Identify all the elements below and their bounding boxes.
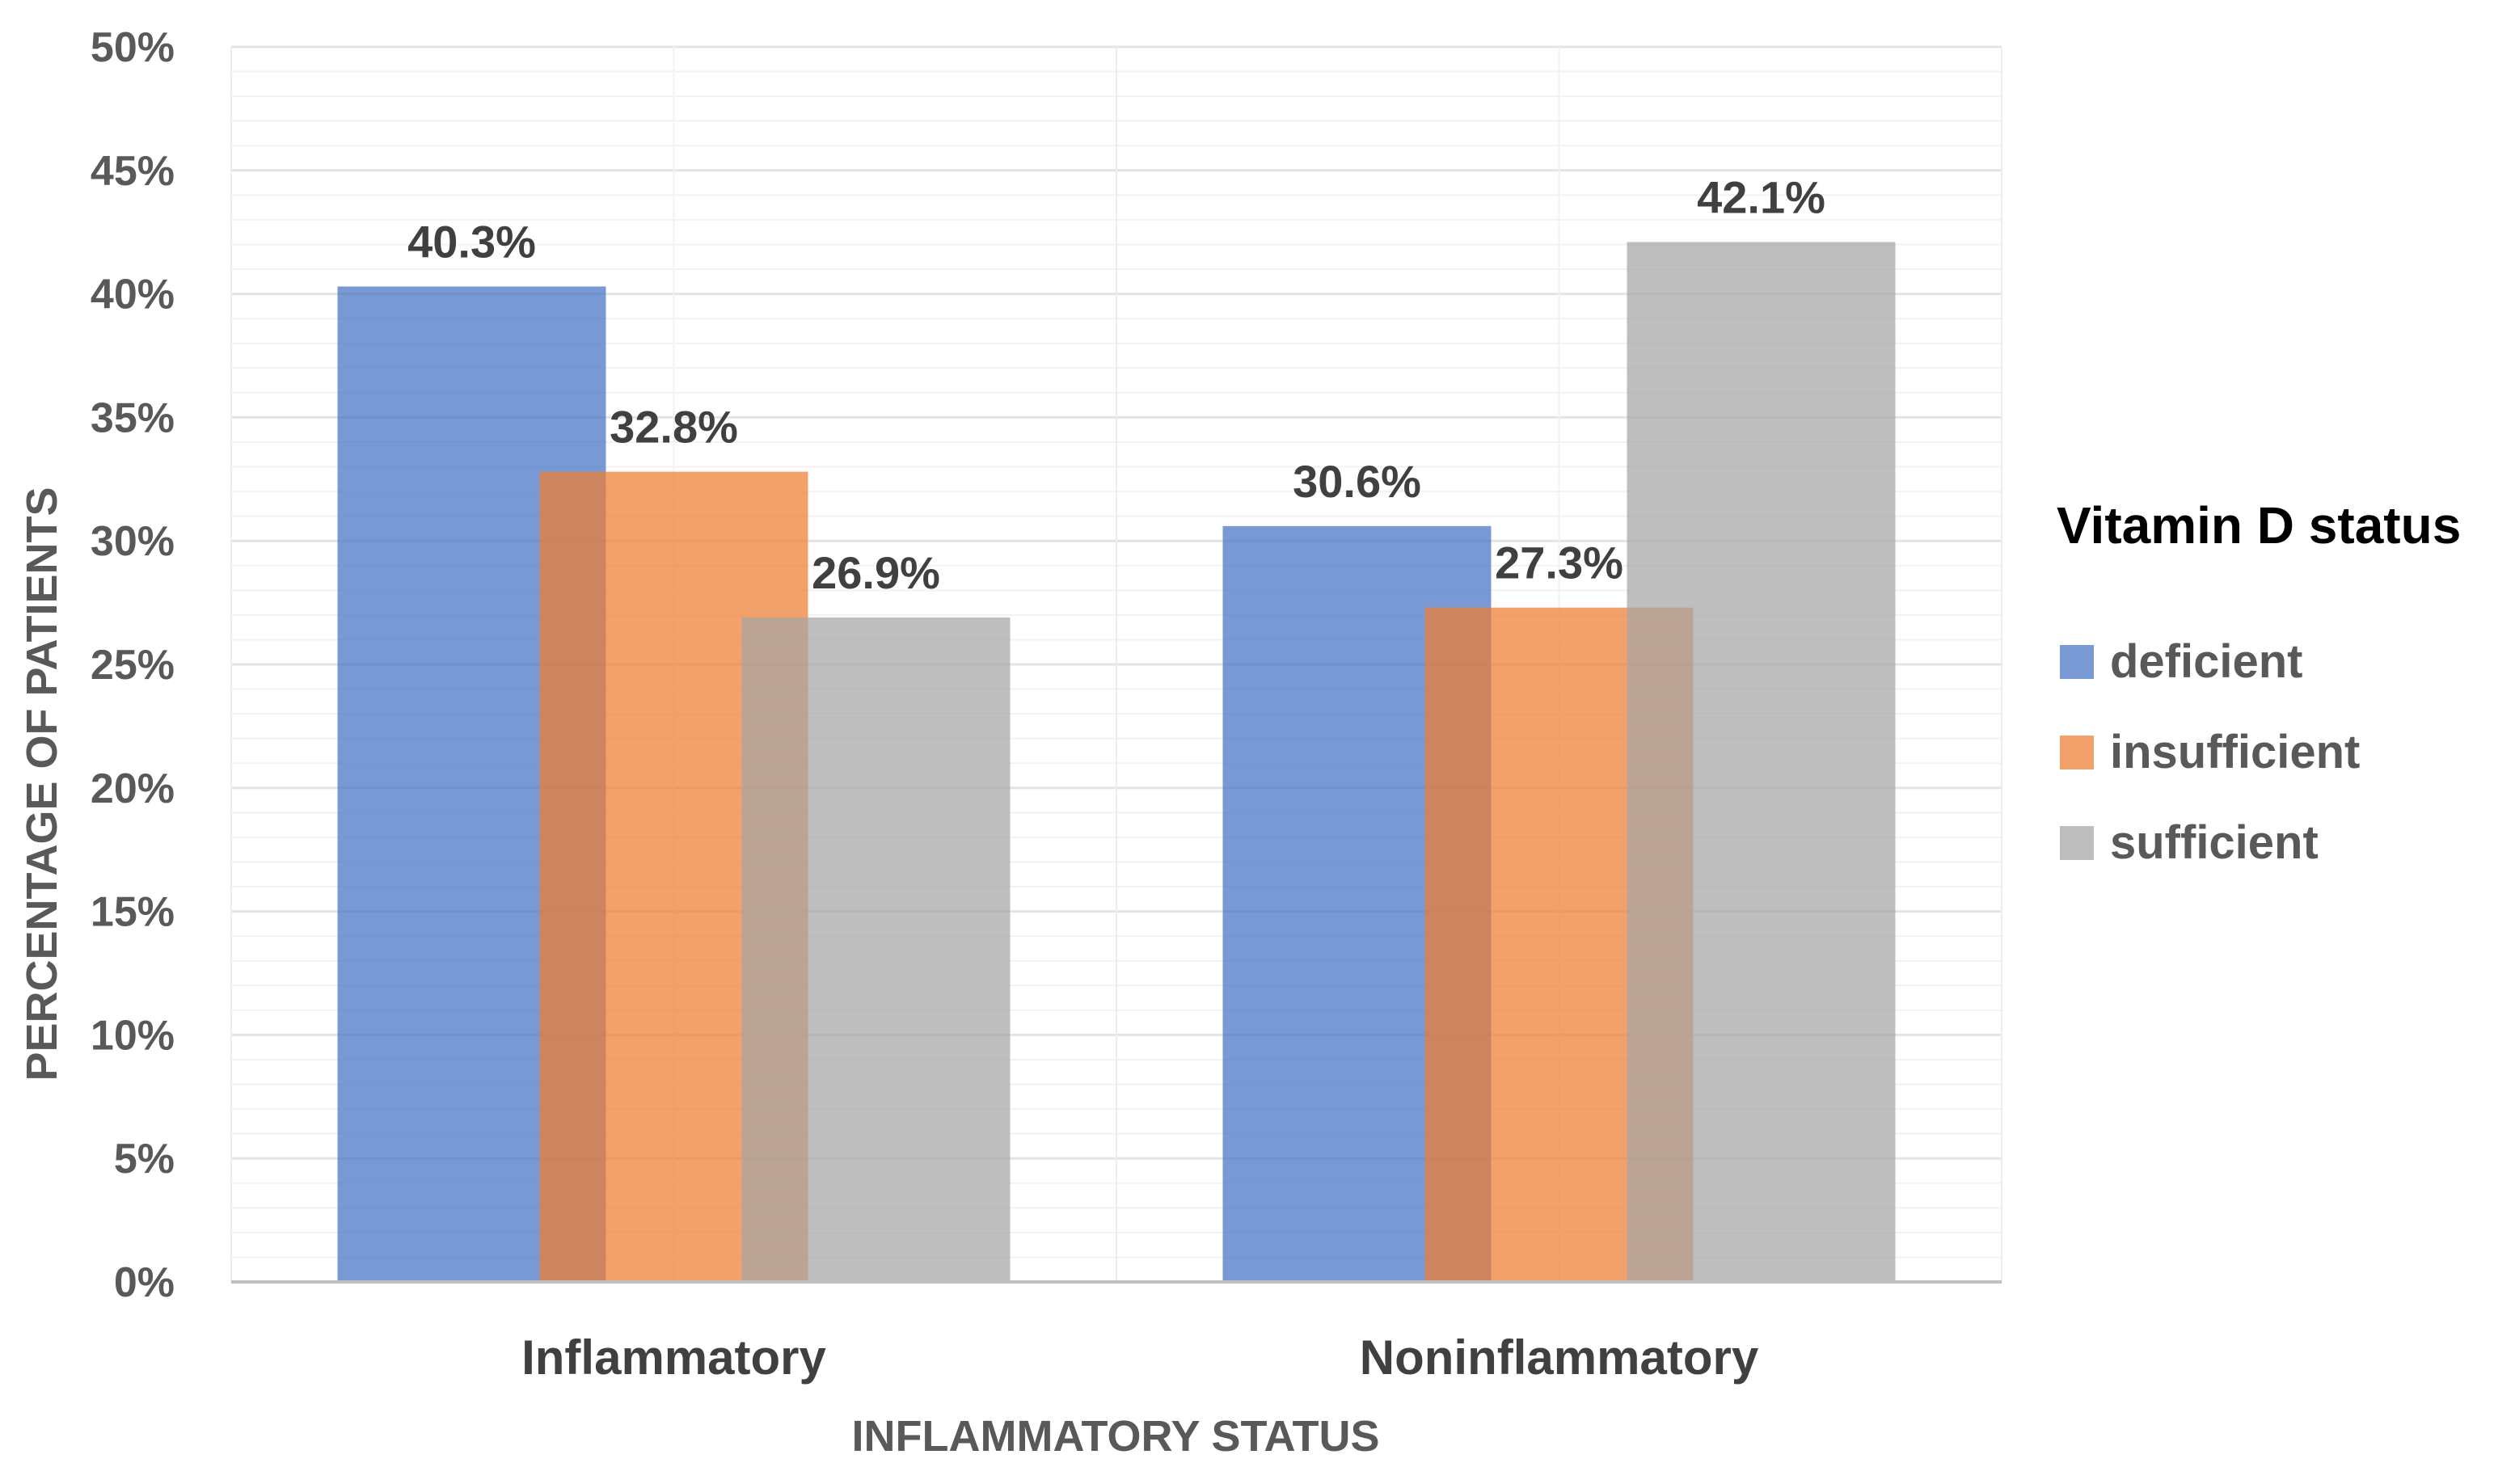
- y-tick-label: 45%: [91, 148, 175, 195]
- legend-swatch-sufficient: [2060, 826, 2094, 860]
- y-axis-title: PERCENTAGE OF PATIENTS: [18, 487, 66, 1081]
- y-tick-label: 10%: [91, 1012, 175, 1059]
- legend-label-sufficient: sufficient: [2110, 816, 2319, 869]
- x-axis-title: INFLAMMATORY STATUS: [852, 1412, 1380, 1461]
- legend-swatch-insufficient: [2060, 736, 2094, 769]
- legend: Vitamin D status deficient insufficient su…: [2057, 496, 2461, 869]
- bar-sufficient-inflammatory: [741, 617, 1011, 1282]
- data-label-sufficient-noninflammatory: 42.1%: [1697, 171, 1825, 222]
- y-tick-label: 25%: [91, 642, 175, 689]
- data-label-deficient-inflammatory: 40.3%: [407, 216, 536, 267]
- y-tick-label: 40%: [91, 272, 175, 318]
- y-tick-label: 30%: [91, 518, 175, 565]
- y-tick-label: 35%: [91, 394, 175, 441]
- data-label-sufficient-inflammatory: 26.9%: [812, 547, 940, 598]
- y-axis-ticks: 0% 5% 10% 15% 20% 25% 30% 35% 40% 45% 50%: [91, 24, 175, 1306]
- data-label-insufficient-inflammatory: 32.8%: [610, 402, 738, 453]
- x-axis-categories: Inflammatory Noninflammatory: [521, 1330, 1759, 1385]
- legend-label-insufficient: insufficient: [2110, 726, 2360, 778]
- data-label-deficient-noninflammatory: 30.6%: [1293, 456, 1421, 507]
- y-tick-label: 15%: [91, 889, 175, 936]
- legend-title: Vitamin D status: [2057, 496, 2461, 554]
- x-category-label: Noninflammatory: [1360, 1330, 1759, 1385]
- x-category-label: Inflammatory: [521, 1330, 826, 1385]
- data-label-insufficient-noninflammatory: 27.3%: [1495, 538, 1623, 588]
- bar-sufficient-noninflammatory: [1627, 242, 1896, 1282]
- y-tick-label: 20%: [91, 765, 175, 812]
- data-labels: 40.3% 32.8% 26.9% 30.6% 27.3% 42.1%: [407, 171, 1825, 598]
- y-tick-label: 5%: [114, 1136, 175, 1183]
- legend-swatch-deficient: [2060, 645, 2094, 679]
- legend-label-deficient: deficient: [2110, 635, 2303, 688]
- y-tick-label: 50%: [91, 24, 175, 71]
- bars: [337, 242, 1896, 1282]
- y-tick-label: 0%: [114, 1259, 175, 1306]
